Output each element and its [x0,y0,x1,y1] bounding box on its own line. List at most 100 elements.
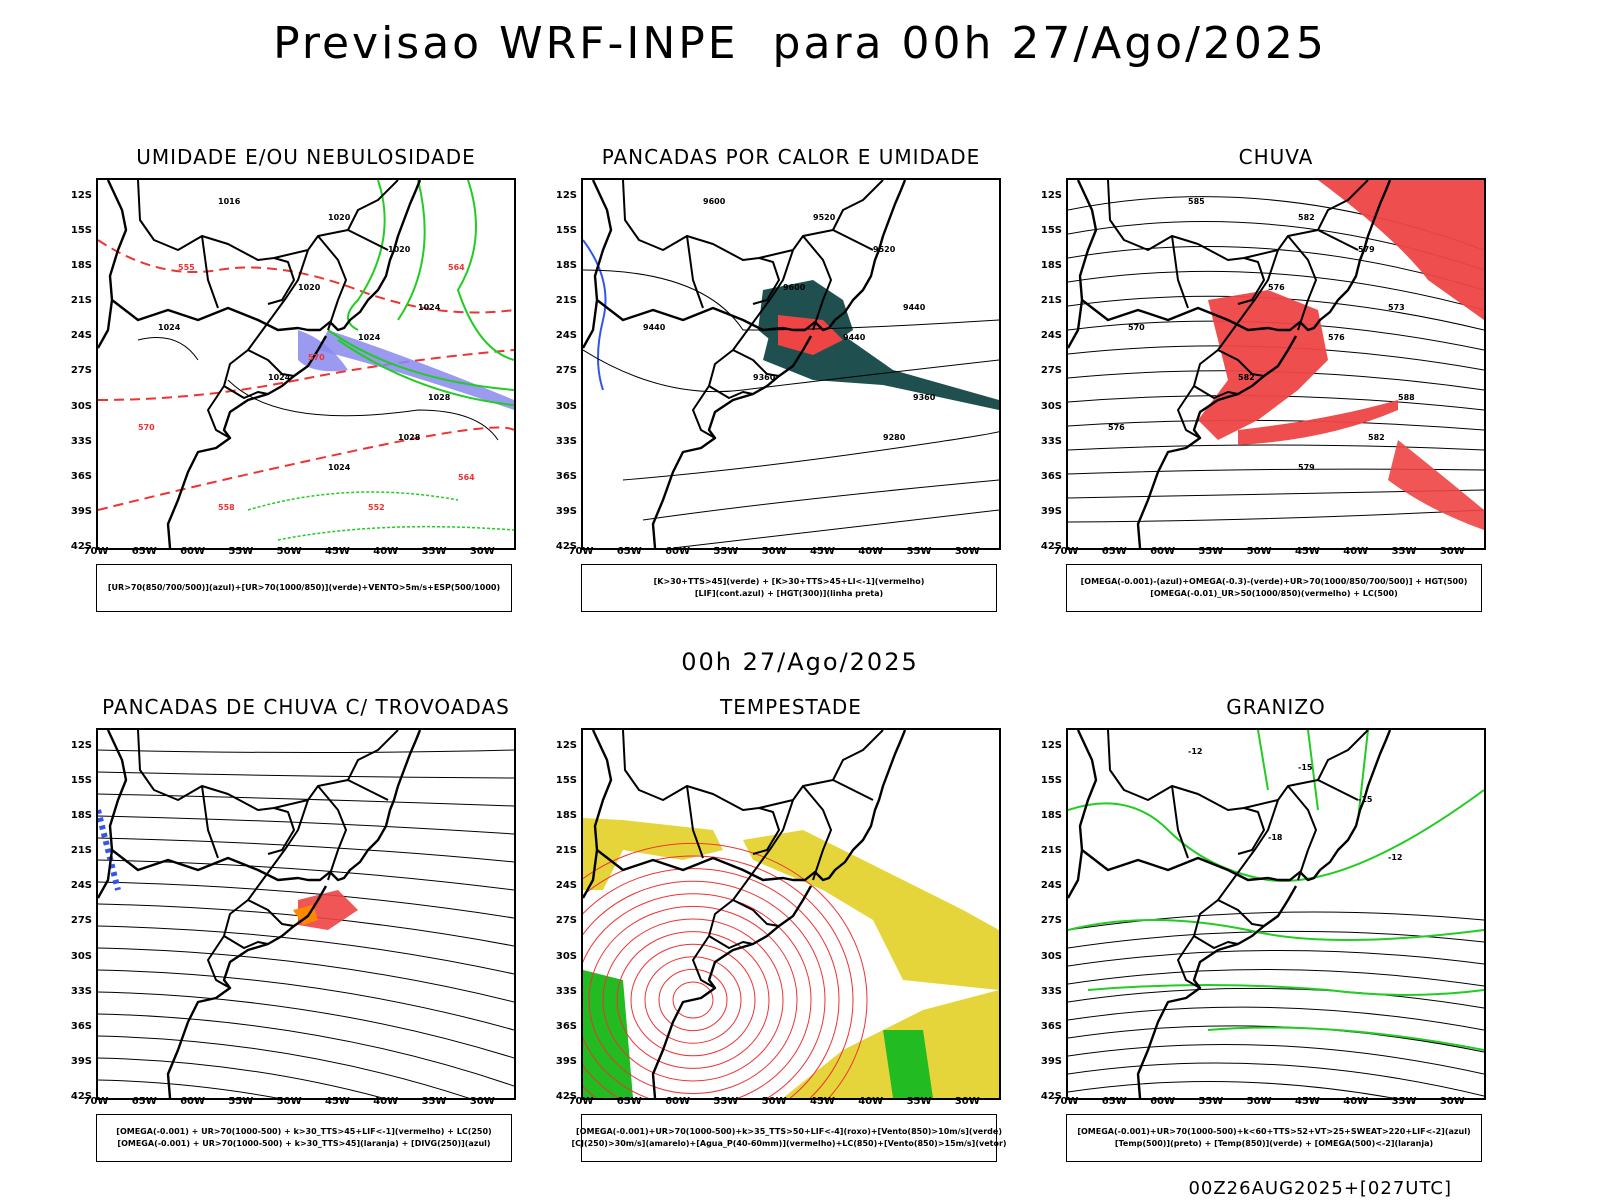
latitude-label: 12S [555,190,577,201]
longitude-label: 40W [373,546,399,557]
latitude-label: 39S [1040,505,1062,517]
latitude-label: 42S [555,540,577,552]
contour-label: 570 [308,353,325,362]
panel-title: UMIDADE E/OU NEBULOSIDADE [136,145,476,169]
latitude-label: 36S [555,470,577,482]
longitude-label: 40W [858,546,884,557]
contour-label: 9600 [783,283,806,292]
latitude-label: 39S [555,1055,577,1067]
contour-label: 576 [1328,333,1345,342]
latitude-label: 42S [70,1090,92,1102]
latitude-label: 12S [70,190,92,201]
longitude-label: 35W [421,546,447,557]
panel-title: CHUVA [1238,145,1314,169]
panel-title: GRANIZO [1226,695,1326,719]
forecast-time-label: 00h 27/Ago/2025 [681,648,919,676]
contour-label: 9520 [873,245,896,254]
latitude-label: 36S [70,470,92,482]
contour-label: 564 [448,263,465,272]
latitude-label: 30S [1040,400,1062,412]
map-canvas [583,730,999,1098]
contour-label: 558 [218,503,235,512]
map-panel [581,728,1001,1100]
contour-label: 1024 [358,333,381,342]
longitude-label: 60W [1150,1096,1176,1107]
contour-label: 9360 [913,393,936,402]
longitude-label: 45W [809,546,835,557]
contour-label: 1024 [268,373,291,382]
latitude-label: 24S [1040,880,1062,892]
latitude-label: 21S [555,845,577,857]
latitude-label: 21S [70,845,92,857]
latitude-label: 21S [1040,845,1062,857]
latitude-label: 36S [70,1020,92,1032]
latitude-label: 21S [555,295,577,307]
latitude-label: 24S [1040,330,1062,342]
panel-legend: [UR>70(850/700/500)](azul)+[UR>70(1000/8… [96,564,512,612]
contour-label: 9520 [813,213,836,222]
longitude-label: 50W [1246,546,1272,557]
latitude-label: 15S [70,775,92,787]
latitude-label: 27S [70,915,92,927]
latitude-label: 18S [70,810,92,822]
latitude-label: 12S [1040,740,1062,751]
contour-label: -15 [1358,795,1373,804]
contour-label: 1020 [388,245,411,254]
longitude-label: 30W [954,546,980,557]
latitude-label: 30S [555,400,577,412]
map-panel: 1016 1020 1020 1020 1024 1024 1024 1024 1028 1028… [96,178,516,550]
longitude-label: 40W [1343,1096,1369,1107]
latitude-label: 36S [1040,1020,1062,1032]
latitude-label: 27S [555,915,577,927]
longitude-label: 55W [228,1096,254,1107]
longitude-label: 65W [616,1096,642,1107]
contour-label: 585 [1188,197,1205,206]
contour-label: -12 [1388,853,1402,862]
panel-legend: [K>30+TTS>45](verde) + [K>30+TTS>45+LI<-… [581,564,997,612]
longitude-label: 35W [421,1096,447,1107]
contour-label: 1024 [418,303,441,312]
longitude-label: 65W [616,546,642,557]
longitude-label: 55W [1198,546,1224,557]
latitude-label: 42S [1040,1090,1062,1102]
panel-legend: [OMEGA(-0.001)+UR>70(1000-500)+k<60+TTS>… [1066,1114,1482,1162]
longitude-label: 60W [665,1096,691,1107]
longitude-label: 45W [1294,546,1320,557]
contour-label: 9360 [753,373,776,382]
contour-label: 582 [1368,433,1385,442]
map-canvas: -12 -15 -15 -18 -12 [1068,730,1484,1098]
latitude-label: 42S [1040,540,1062,552]
longitude-label: 55W [713,546,739,557]
latitude-label: 42S [555,1090,577,1102]
legend-line: [Temp(500)](preto) + [Temp(850)](verde) … [1114,1139,1434,1148]
longitude-label: 35W [906,546,932,557]
contour-label: 570 [138,423,155,432]
contour-label: 579 [1298,463,1315,472]
legend-line: [OMEGA(-0.001)+UR>70(1000-500)+k<60+TTS>… [1077,1127,1471,1136]
run-timestamp: 00Z26AUG2025+[027UTC] [1188,1178,1452,1199]
latitude-label: 12S [555,740,577,751]
latitude-label: 12S [70,740,92,751]
latitude-label: 12S [1040,190,1062,201]
longitude-label: 65W [1101,546,1127,557]
contour-label: 582 [1238,373,1255,382]
legend-line: [OMEGA(-0.001) + UR>70(1000-500) + k>30_… [117,1139,491,1148]
latitude-label: 27S [70,365,92,377]
legend-line: [LIF](cont.azul) + [HGT(300)](linha pret… [694,589,884,598]
contour-label: 1024 [328,463,351,472]
panel-title: PANCADAS DE CHUVA C/ TROVOADAS [102,695,510,719]
legend-line: [OMEGA(-0.001)+UR>70(1000-500)+k>35_TTS>… [576,1127,1002,1136]
latitude-label: 24S [555,880,577,892]
contour-label: 552 [368,503,385,512]
longitude-label: 30W [469,546,495,557]
contour-label: 564 [458,473,475,482]
latitude-label: 42S [70,540,92,552]
latitude-label: 27S [555,365,577,377]
longitude-label: 65W [131,1096,157,1107]
contour-label: 9440 [843,333,866,342]
longitude-label: 30W [954,1096,980,1107]
longitude-label: 70W [1053,1096,1079,1107]
map-canvas: 585 582 579 576 573 570 576 582 588 582 579 576 [1068,180,1484,548]
longitude-label: 30W [1439,1096,1465,1107]
latitude-label: 36S [555,1020,577,1032]
